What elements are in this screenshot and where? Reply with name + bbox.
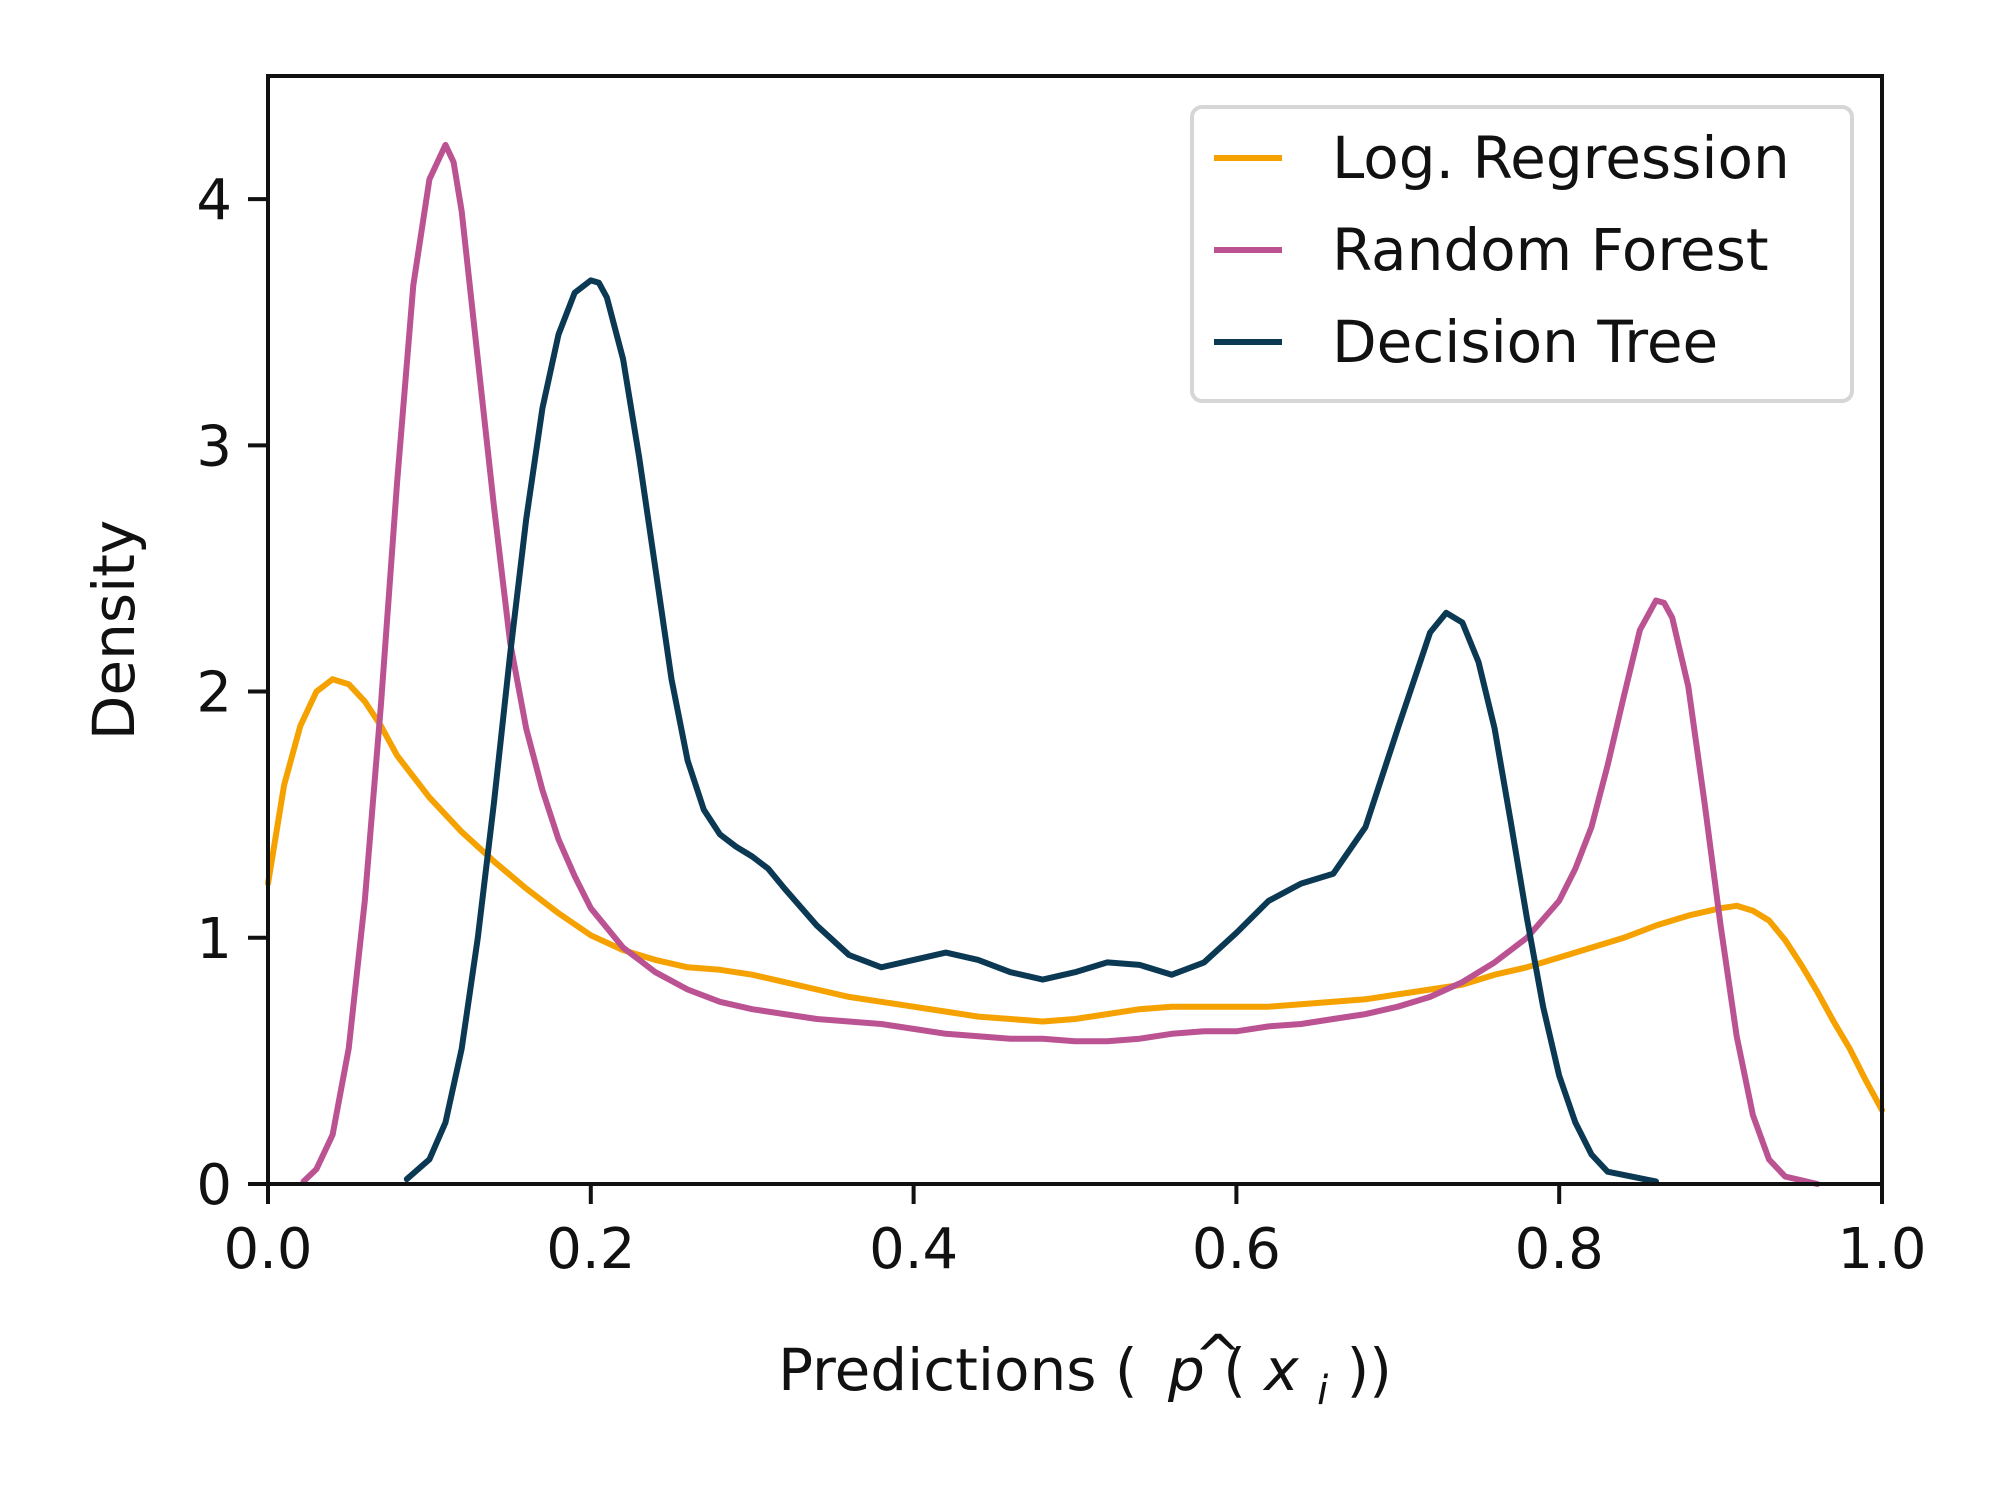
legend-items: Log. Regression Random Forest Decision Tre…	[1214, 124, 1790, 376]
x-axis-label: Predictions ( p ( x i ))	[778, 1336, 1392, 1418]
y-tick-label: 2	[196, 661, 232, 726]
x-axis-ticks: 0.0 0.2 0.4 0.6 0.8 1.0	[223, 1184, 1927, 1282]
series-line-2	[300, 141, 1821, 1187]
x-tick-label: 0.0	[223, 1217, 312, 1282]
x-axis-label-p: p	[1167, 1336, 1205, 1404]
series-layer	[265, 141, 1885, 1187]
x-tick-label: 0.6	[1192, 1217, 1281, 1282]
y-tick-label: 3	[196, 414, 232, 479]
x-tick-label: 0.2	[546, 1217, 635, 1282]
x-tick-label: 1.0	[1837, 1217, 1926, 1282]
x-tick-label: 0.4	[869, 1217, 958, 1282]
y-axis-ticks: 0 1 2 3 4	[196, 168, 268, 1218]
legend-box	[1190, 105, 1854, 403]
legend-label: Random Forest	[1332, 216, 1769, 284]
y-axis-label: Density	[80, 520, 148, 741]
y-tick-label: 0	[196, 1153, 232, 1218]
legend-label: Decision Tree	[1332, 308, 1718, 376]
series-line-1	[265, 676, 1885, 1114]
series-line-3	[403, 277, 1659, 1185]
x-axis-label-x: x	[1262, 1336, 1299, 1404]
y-tick-label: 4	[196, 168, 232, 233]
x-tick-label: 0.8	[1515, 1217, 1604, 1282]
legend: Log. Regression Random Forest Decision Tre…	[1190, 105, 1854, 403]
x-axis-label-close: ))	[1347, 1336, 1392, 1404]
x-axis-label-open: (	[1223, 1336, 1246, 1404]
x-axis-label-hat: ^	[1194, 1322, 1243, 1390]
legend-label: Log. Regression	[1332, 124, 1790, 192]
x-axis-label-prefix: Predictions (	[778, 1336, 1137, 1404]
y-tick-label: 1	[196, 907, 232, 972]
plot-frame	[266, 74, 1884, 1186]
x-axis-label-subscript: i	[1317, 1368, 1328, 1414]
